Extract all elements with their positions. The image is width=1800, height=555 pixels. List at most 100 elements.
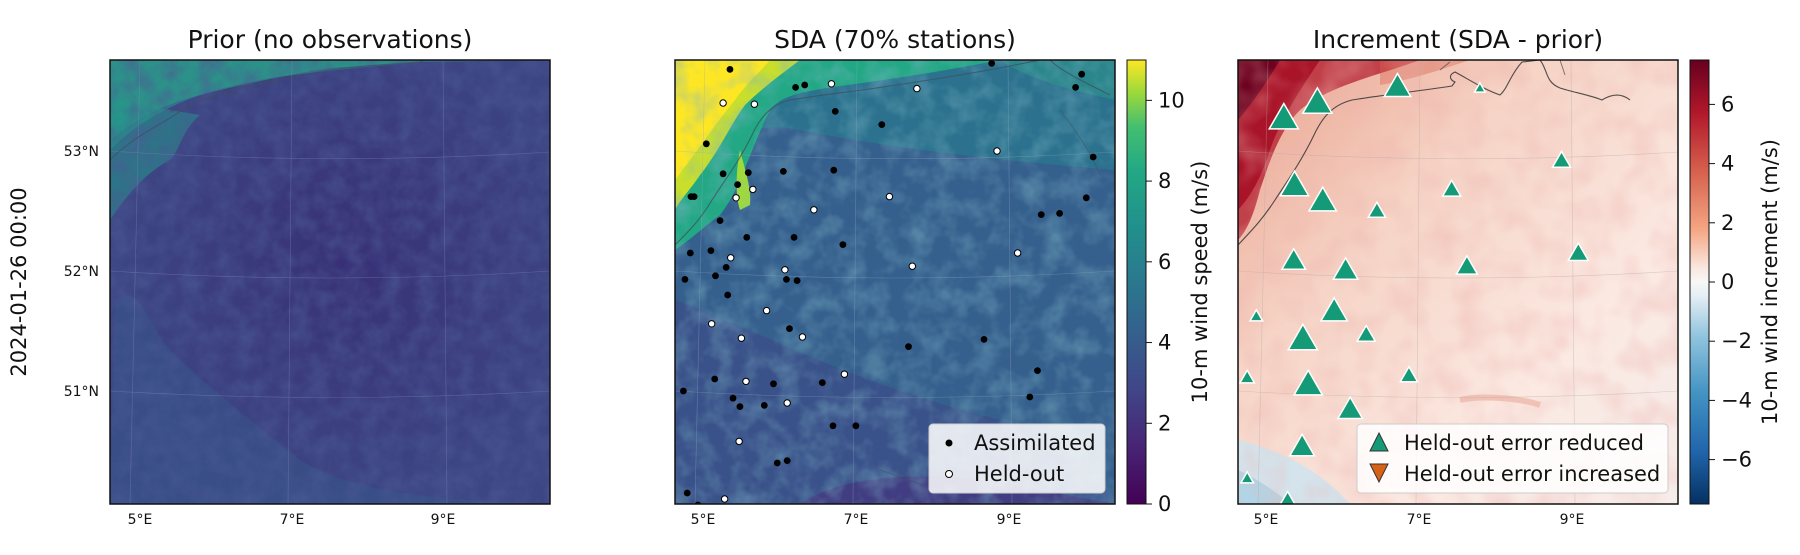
- sda-frame: [674, 59, 1116, 505]
- assimilated-station-5: [1078, 70, 1086, 78]
- sda-xtick-5E: 5°E: [691, 512, 716, 528]
- legend-marker-assimilated: [945, 439, 953, 447]
- reduced-marker-13: [1319, 296, 1349, 322]
- assimilated-station-2: [801, 81, 809, 89]
- heldout-station-12: [1013, 249, 1022, 257]
- assimilated-station-42: [729, 394, 737, 402]
- assimilated-station-15: [744, 169, 752, 177]
- increment-colorbar-tick-label-2: 2: [1721, 211, 1734, 235]
- speed-colorbar-tick-label-0: 0: [1158, 492, 1171, 516]
- prior-xtick-7E: 7°E: [280, 512, 305, 528]
- panel-increment: Increment (SDA - prior) 5°E 7°E 9°E: [1237, 25, 1782, 528]
- heldout-station-8: [885, 192, 894, 201]
- prior-xtick-5E: 5°E: [128, 512, 153, 528]
- reduced-marker-18: [1399, 365, 1419, 383]
- heldout-station-11: [908, 262, 917, 270]
- assimilated-station-28: [722, 264, 730, 271]
- assimilated-station-25: [1089, 153, 1097, 161]
- assimilated-station-47: [783, 457, 791, 464]
- assimilated-station-37: [770, 380, 777, 388]
- assimilated-station-39: [1034, 367, 1041, 374]
- increment-legend: Held-out error reduced Held-out error in…: [1356, 423, 1669, 494]
- reduced-marker-12: [1567, 241, 1590, 262]
- assimilated-station-32: [786, 325, 793, 332]
- heldout-station-15: [737, 334, 746, 342]
- assimilated-station-19: [743, 234, 751, 241]
- row-label: 2024-01-26 00:00: [7, 187, 31, 376]
- legend-label-assimilated: Assimilated: [974, 431, 1096, 455]
- panel-title-prior: Prior (no observations): [188, 25, 473, 54]
- heldout-station-16: [798, 333, 807, 341]
- assimilated-station-22: [1037, 211, 1045, 219]
- speed-colorbar-tick-label-3: 6: [1158, 250, 1171, 274]
- heldout-station-6: [749, 185, 757, 194]
- heldout-station-3: [913, 84, 921, 93]
- assimilated-station-48: [844, 504, 851, 511]
- increment-colorbar-tick-label-4: −2: [1721, 329, 1752, 353]
- reduced-marker-14: [1248, 308, 1264, 322]
- increment-colorbar-tick-label-6: −6: [1721, 448, 1752, 472]
- legend-marker-heldout: [945, 470, 953, 478]
- assimilated-station-46: [773, 459, 781, 467]
- assimilated-station-36: [711, 375, 719, 383]
- assimilated-station-44: [829, 422, 837, 430]
- assimilated-station-8: [878, 121, 886, 128]
- assimilated-station-34: [905, 343, 912, 350]
- legend-label-heldout: Held-out: [974, 462, 1064, 486]
- reduced-marker-11: [1455, 254, 1479, 275]
- assimilated-station-12: [690, 193, 698, 201]
- heldout-station-17: [742, 377, 750, 386]
- assimilated-station-45: [852, 422, 860, 430]
- reduced-marker-5: [1307, 185, 1338, 212]
- prior-ytick-52N: 52°N: [64, 264, 99, 280]
- reduced-marker-15: [1286, 322, 1319, 351]
- heldout-station-9: [727, 254, 735, 262]
- panel-title-sda: SDA (70% stations): [774, 25, 1016, 54]
- assimilated-station-24: [1082, 194, 1090, 202]
- prior-ytick-51N: 51°N: [64, 384, 99, 400]
- legend-label-reduced: Held-out error reduced: [1404, 431, 1644, 455]
- reduced-marker-3: [1473, 81, 1487, 93]
- reduced-marker-20: [1336, 395, 1364, 420]
- prior-xtick-9E: 9°E: [431, 512, 456, 528]
- increment-colorbar-tick-label-3: 0: [1721, 270, 1734, 294]
- assimilated-station-10: [830, 166, 838, 174]
- assimilated-station-43: [1026, 393, 1034, 401]
- reduced-marker-23: [1279, 489, 1296, 504]
- reduced-marker-16: [1355, 323, 1377, 343]
- assimilated-station-17: [686, 249, 694, 257]
- assimilated-station-50: [694, 501, 702, 504]
- reduced-marker-1: [1301, 86, 1334, 115]
- assimilated-station-38: [818, 379, 826, 386]
- legend-label-increased: Held-out error increased: [1404, 462, 1660, 486]
- prior-ytick-53N: 53°N: [64, 144, 99, 160]
- assimilated-station-29: [783, 276, 790, 283]
- assimilated-station-31: [724, 291, 732, 299]
- assimilated-station-3: [988, 60, 996, 67]
- assimilated-station-4: [1072, 84, 1080, 91]
- reduced-marker-8: [1551, 149, 1572, 169]
- heldout-station-21: [720, 495, 729, 503]
- assimilated-station-16: [716, 217, 724, 225]
- speed-colorbar-tick-label-4: 8: [1158, 169, 1171, 193]
- assimilated-station-33: [980, 336, 988, 343]
- legend-marker-reduced: [1369, 431, 1389, 452]
- heldout-station-5: [732, 194, 740, 202]
- heldout-station-2: [827, 80, 836, 88]
- assimilated-station-49: [683, 489, 691, 497]
- assimilated-station-7: [831, 108, 839, 115]
- reduced-marker-10: [1332, 256, 1360, 281]
- increment-colorbar-tick-label-1: 4: [1721, 152, 1734, 176]
- speed-colorbar-tick-label-5: 10: [1158, 88, 1185, 112]
- reduced-marker-7: [1441, 178, 1463, 197]
- assimilated-station-35: [680, 387, 687, 395]
- sda-xtick-7E: 7°E: [844, 512, 869, 528]
- increment-colorbar-tick-label-5: −4: [1721, 388, 1752, 412]
- assimilated-station-0: [726, 66, 734, 73]
- inc-xtick-9E: 9°E: [1560, 512, 1585, 528]
- assimilated-station-13: [719, 170, 727, 178]
- speed-colorbar: 0 2 4 6 8 10 10-m wind speed (m/s): [1126, 59, 1212, 516]
- assimilated-station-40: [736, 403, 744, 410]
- panel-sda: SDA (70% stations) 5°E 7°E 9°E: [674, 25, 1212, 528]
